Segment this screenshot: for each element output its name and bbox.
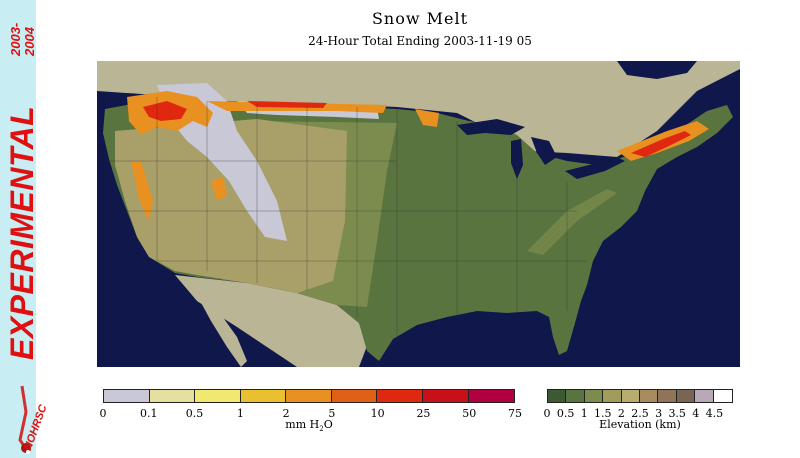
hudson-bay bbox=[617, 61, 697, 79]
elevation-scale-tick-label: 2.5 bbox=[631, 407, 649, 420]
melt-scale-swatch bbox=[104, 390, 150, 402]
western-highlands bbox=[115, 119, 347, 293]
melt-scale-tick-label: 10 bbox=[370, 407, 385, 420]
lake-michigan bbox=[511, 139, 523, 179]
elevation-scale-swatch bbox=[713, 390, 733, 402]
nohrsc-logo-icon bbox=[18, 385, 31, 454]
elevation-scale-bar bbox=[547, 389, 733, 403]
melt-sierra bbox=[131, 161, 153, 221]
lake-huron bbox=[531, 137, 557, 165]
experimental-banner: 2003- 2004 EXPERIMENTAL NOHRSC bbox=[0, 0, 50, 458]
melt-scale-tick-label: 0.1 bbox=[140, 407, 158, 420]
melt-scale-tick-label: 1 bbox=[236, 407, 244, 420]
elevation-scale-swatch bbox=[676, 390, 696, 402]
melt-scale-tick-label: 0.5 bbox=[185, 407, 204, 420]
mexico-land bbox=[175, 275, 367, 367]
melt-scale-tick-label: 25 bbox=[416, 407, 431, 420]
elevation-scale-swatch bbox=[695, 390, 714, 402]
melt-scale-swatch bbox=[286, 390, 332, 402]
melt-northeast-core bbox=[631, 131, 691, 157]
melt-scale-swatch bbox=[149, 390, 196, 402]
melt-scale-tick-label: 2 bbox=[282, 407, 290, 420]
appalachian-highlands bbox=[527, 189, 617, 255]
elevation-scale-tick-label: 1.5 bbox=[594, 407, 612, 420]
melt-scale-swatch bbox=[195, 390, 241, 402]
elevation-scale-tick-label: 0.5 bbox=[556, 407, 575, 420]
elevation-scale-label: Elevation (km) bbox=[599, 418, 681, 431]
melt-color-scale: 0 0.1 0.5 1 2 5 10 25 50 75 mm H2O bbox=[99, 389, 522, 449]
elevation-color-scale: 0 0.5 1 1.5 2 2.5 3 3.5 4 4.5 Elevation (km) bbox=[543, 389, 733, 449]
state-borders bbox=[107, 97, 587, 341]
elevation-scale-swatch bbox=[658, 390, 677, 402]
lake-superior bbox=[457, 119, 525, 135]
melt-utah bbox=[211, 177, 227, 201]
melt-great-lakes bbox=[415, 109, 439, 127]
baja-peninsula bbox=[199, 287, 247, 367]
elevation-scale-tick-label: 1 bbox=[580, 407, 588, 420]
elevation-scale-swatch bbox=[566, 390, 585, 402]
melt-northwest-core bbox=[143, 101, 187, 121]
melt-scale-label: mm H2O bbox=[285, 418, 332, 433]
elevation-scale-tick-label: 4 bbox=[692, 407, 700, 420]
melt-scale-swatch bbox=[468, 390, 515, 402]
snow-melt-map bbox=[97, 61, 740, 367]
lake-erie-ontario bbox=[565, 157, 625, 179]
elevation-scale-swatch bbox=[603, 390, 622, 402]
elevation-scale-swatch bbox=[548, 390, 567, 402]
melt-scale-swatch bbox=[377, 390, 423, 402]
elevation-scale-tick-label: 2 bbox=[617, 407, 625, 420]
elevation-scale-tick-label: 0 bbox=[543, 407, 551, 420]
melt-scale-swatch bbox=[331, 390, 378, 402]
melt-unit-end: O bbox=[323, 418, 333, 431]
melt-scale-tick-label: 0 bbox=[99, 407, 107, 420]
melt-scale-tick-label: 75 bbox=[508, 407, 522, 420]
melt-unit-sub: 2 bbox=[319, 425, 324, 434]
elevation-scale-swatch bbox=[640, 390, 659, 402]
melt-scale-bar bbox=[103, 389, 515, 403]
map-subtitle: 24-Hour Total Ending 2003-11-19 05 bbox=[308, 34, 532, 48]
melt-scale-swatch bbox=[422, 390, 469, 402]
elevation-scale-tick-label: 3.5 bbox=[668, 407, 686, 420]
elevation-scale-tick-label: 4.5 bbox=[705, 407, 724, 420]
melt-scale-tick-label: 5 bbox=[328, 407, 336, 420]
melt-unit-main: mm H bbox=[285, 418, 320, 431]
melt-scale-swatch bbox=[240, 390, 287, 402]
elevation-scale-swatch bbox=[584, 390, 604, 402]
experimental-label: EXPERIMENTAL bbox=[4, 105, 40, 360]
elevation-scale-swatch bbox=[621, 390, 641, 402]
melt-scale-tick-label: 50 bbox=[462, 407, 477, 420]
map-title: Snow Melt bbox=[371, 9, 469, 28]
elevation-scale-tick-label: 3 bbox=[655, 407, 663, 420]
canada-land bbox=[97, 61, 740, 157]
